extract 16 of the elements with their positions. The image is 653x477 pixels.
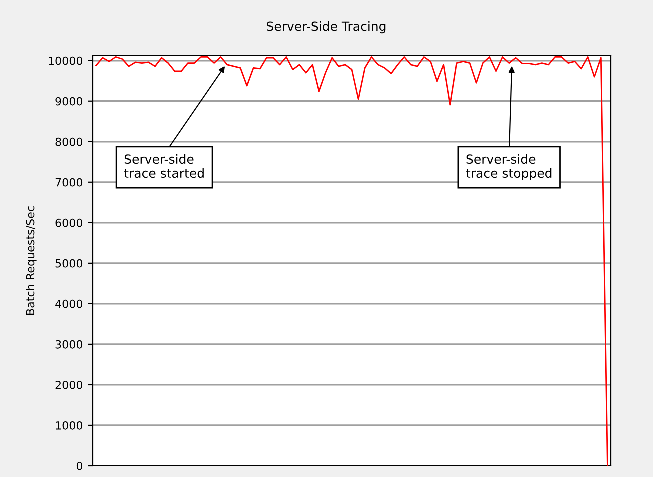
annotation: Server-side trace stopped [466, 154, 552, 180]
y-tick-label: 5000 [56, 259, 83, 268]
y-axis-title: Batch Requests/Sec [26, 206, 37, 315]
chart-title: Server-Side Tracing [267, 22, 386, 34]
y-tick-label: 10000 [49, 56, 83, 66]
y-tick-label: 9000 [56, 97, 83, 106]
y-tick-label: 1000 [56, 421, 83, 430]
y-tick-label: 3000 [56, 340, 83, 349]
annotation: Server-side trace started [124, 154, 204, 178]
y-tick-label: 6000 [56, 218, 83, 228]
y-tick-label: 4000 [56, 300, 83, 308]
y-tick-label: 2000 [56, 380, 83, 390]
y-tick-label: 8000 [56, 138, 83, 146]
y-tick-label: 7000 [56, 178, 83, 187]
line-series [96, 56, 608, 466]
y-tick-label: 0 [76, 462, 83, 470]
